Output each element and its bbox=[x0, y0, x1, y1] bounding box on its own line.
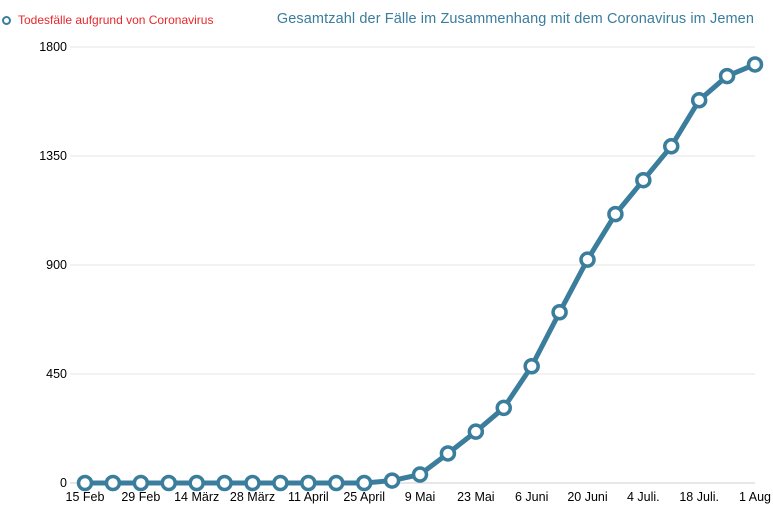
x-tick-label: 23 Mai bbox=[457, 490, 495, 504]
data-point[interactable] bbox=[216, 474, 233, 492]
y-tick-label: 1800 bbox=[39, 40, 67, 54]
data-point[interactable] bbox=[439, 445, 457, 462]
data-point[interactable] bbox=[411, 466, 429, 483]
data-point[interactable] bbox=[663, 138, 680, 155]
data-point[interactable] bbox=[188, 474, 205, 492]
data-point[interactable] bbox=[160, 474, 177, 492]
x-tick-label: 18 Juli. bbox=[679, 490, 719, 504]
data-point[interactable] bbox=[272, 474, 289, 492]
x-tick-label: 1 Aug bbox=[739, 490, 771, 504]
circle-marker-icon bbox=[2, 15, 11, 25]
x-tick-label: 9 Mai bbox=[405, 490, 436, 504]
y-axis-ticks: 0 450 900 1350 1800 bbox=[39, 40, 67, 490]
data-point[interactable] bbox=[76, 474, 94, 492]
x-tick-label: 15 Feb bbox=[66, 490, 105, 504]
data-point[interactable] bbox=[132, 474, 150, 492]
series-line bbox=[82, 61, 758, 486]
data-point[interactable] bbox=[355, 474, 373, 492]
series-line-group bbox=[82, 61, 758, 486]
data-point[interactable] bbox=[551, 303, 568, 321]
legend[interactable]: Todesfälle aufgrund von Coronavirus bbox=[2, 13, 213, 27]
data-point[interactable] bbox=[690, 92, 708, 109]
x-tick-label: 20 Juni bbox=[567, 490, 607, 504]
x-tick-label: 14 März bbox=[174, 490, 219, 504]
data-point[interactable] bbox=[300, 474, 317, 492]
y-tick-label: 1350 bbox=[39, 149, 67, 163]
y-tick-label: 450 bbox=[46, 367, 67, 381]
data-point[interactable] bbox=[328, 474, 345, 492]
data-point[interactable] bbox=[523, 357, 540, 375]
x-tick-label: 25 April bbox=[343, 490, 385, 504]
gridlines bbox=[70, 46, 755, 484]
x-tick-label: 11 April bbox=[288, 490, 329, 504]
data-point[interactable] bbox=[244, 474, 261, 492]
data-point[interactable] bbox=[104, 474, 122, 492]
x-tick-label: 29 Feb bbox=[121, 490, 160, 504]
x-tick-label: 6 Juni bbox=[515, 490, 548, 504]
chart-title: Gesamtzahl der Fälle im Zusammenhang mit… bbox=[276, 11, 754, 27]
x-tick-label: 28 März bbox=[230, 490, 275, 504]
y-tick-label: 900 bbox=[46, 258, 67, 272]
x-tick-label: 4 Juli. bbox=[627, 490, 660, 504]
y-tick-label: 0 bbox=[60, 476, 67, 490]
x-axis-ticks: 15 Feb 29 Feb 14 März 28 März 11 April 25 Apr… bbox=[66, 490, 771, 504]
data-point[interactable] bbox=[607, 205, 624, 223]
chart-header: Todesfälle aufgrund von Coronavirus Gesa… bbox=[0, 10, 773, 32]
data-point[interactable] bbox=[579, 251, 596, 268]
data-point[interactable] bbox=[495, 399, 512, 417]
legend-label: Todesfälle aufgrund von Coronavirus bbox=[18, 13, 214, 27]
series-points bbox=[76, 56, 764, 492]
data-point[interactable] bbox=[383, 472, 401, 489]
data-point[interactable] bbox=[718, 67, 736, 85]
data-point[interactable] bbox=[467, 423, 485, 440]
data-point[interactable] bbox=[746, 56, 764, 73]
data-point[interactable] bbox=[635, 171, 652, 189]
